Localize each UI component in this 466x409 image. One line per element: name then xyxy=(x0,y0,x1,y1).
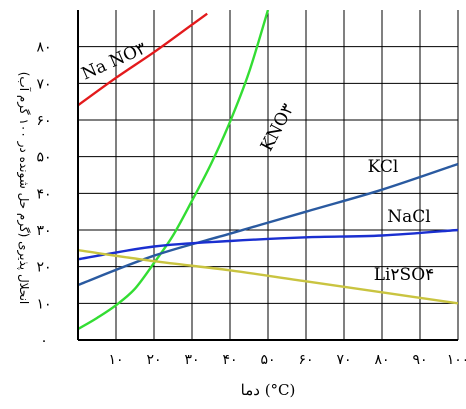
y-tick-label: ۶۰ xyxy=(36,113,51,129)
y-tick-label: ۷۰ xyxy=(36,76,51,92)
nano3-line xyxy=(78,12,208,107)
y-tick-label: ۵۰ xyxy=(36,150,51,166)
x-tick-label: ۳۰ xyxy=(184,352,199,368)
x-tick-label: ۵۰ xyxy=(260,352,275,368)
y-axis-label: انحلال پذیری (گرم حل شونده در ۱۰۰ گرم آب… xyxy=(16,72,32,305)
li2so4-label: Li۲SO۴ xyxy=(374,265,435,285)
x-tick-label: ۶۰ xyxy=(298,352,313,368)
y-tick-label: ۴۰ xyxy=(36,186,51,202)
tick-labels: ۰ ۱۰ ۲۰ ۳۰ ۴۰ ۵۰ ۶۰ ۷۰ ۸۰ ۱۰ ۲۰ ۳۰ ۴۰ ۵۰ ۶۰ ۷۰ ۸۰ ۹۰ ۱۰۰ xyxy=(36,40,466,368)
kno3-line xyxy=(78,10,270,331)
y-tick-label: ۳۰ xyxy=(36,223,51,239)
y-tick-label: ۰ xyxy=(40,333,48,349)
kno3-label: KNO۳ xyxy=(257,101,298,155)
nacl-label: NaCl xyxy=(387,207,430,227)
series-lines xyxy=(78,10,458,331)
li2so4-line xyxy=(78,249,458,305)
axes xyxy=(77,10,458,341)
y-tick-label: ۱۰ xyxy=(36,296,51,312)
x-tick-label: ۴۰ xyxy=(222,352,237,368)
x-tick-label: ۸۰ xyxy=(374,352,389,368)
x-tick-label: ۷۰ xyxy=(336,352,351,368)
nacl-line xyxy=(78,228,458,261)
kcl-label: KCl xyxy=(368,157,399,177)
y-tick-label: ۲۰ xyxy=(36,260,51,276)
x-tick-label: ۲۰ xyxy=(146,352,161,368)
y-tick-label: ۸۰ xyxy=(36,40,51,56)
x-tick-label: ۱۰۰ xyxy=(447,352,466,368)
x-axis-label: دما (°C) xyxy=(241,381,296,399)
grid-lines xyxy=(78,10,459,340)
x-tick-label: ۹۰ xyxy=(412,352,427,368)
x-tick-label: ۱۰ xyxy=(108,352,123,368)
